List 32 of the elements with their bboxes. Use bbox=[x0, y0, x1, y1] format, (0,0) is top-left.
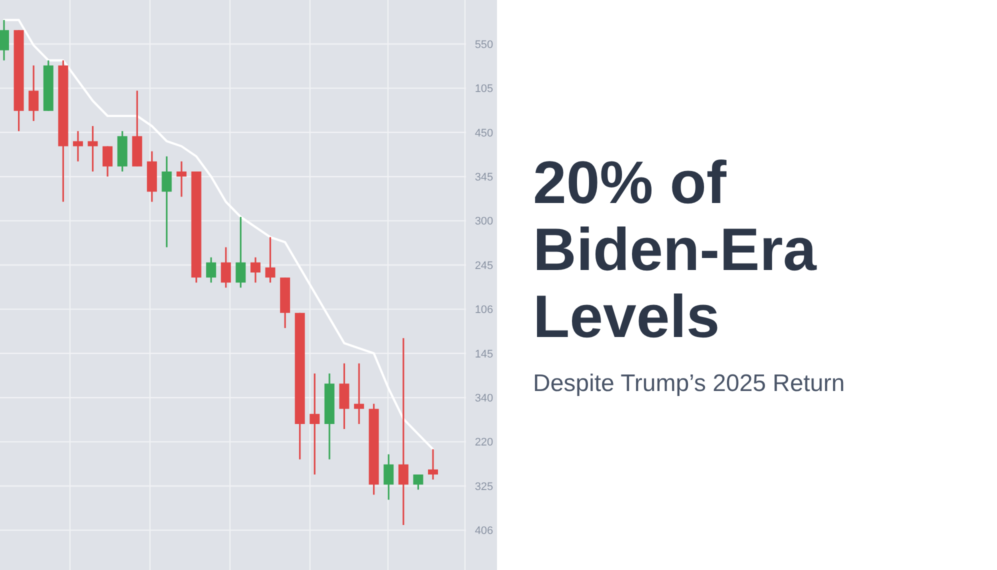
candlestick bbox=[428, 448, 438, 480]
text: 406 bbox=[474, 525, 494, 538]
text: 145 bbox=[474, 348, 494, 360]
candlestick bbox=[28, 64, 39, 122]
candlestick bbox=[354, 362, 364, 425]
text: 106 bbox=[474, 304, 494, 316]
candlestick bbox=[162, 156, 172, 248]
candlestick bbox=[398, 337, 408, 526]
candlestick bbox=[265, 236, 276, 284]
candlestick bbox=[310, 372, 320, 476]
text: 550 bbox=[474, 38, 494, 51]
candlestick bbox=[176, 160, 187, 198]
candlestick bbox=[0, 19, 9, 62]
text: 450 bbox=[474, 127, 494, 140]
candlestick bbox=[88, 125, 98, 172]
text: 105 bbox=[474, 83, 494, 96]
text: 220 bbox=[474, 436, 494, 449]
text: 325 bbox=[474, 480, 494, 493]
candlestick bbox=[72, 130, 83, 162]
candlestick bbox=[384, 454, 394, 501]
text: 300 bbox=[474, 216, 494, 228]
text: 340 bbox=[474, 392, 494, 404]
candlestick bbox=[250, 256, 260, 284]
candlestick bbox=[220, 246, 231, 288]
candlestick bbox=[102, 145, 113, 178]
text: 245 bbox=[474, 260, 494, 272]
candlestick bbox=[413, 474, 424, 490]
text: 20% of Biden-Era Levels bbox=[533, 149, 818, 350]
text: Despite Trump’s 2025 Return bbox=[533, 370, 845, 397]
candlestick bbox=[206, 256, 216, 284]
text: 345 bbox=[474, 171, 494, 184]
candlestick bbox=[236, 216, 246, 288]
